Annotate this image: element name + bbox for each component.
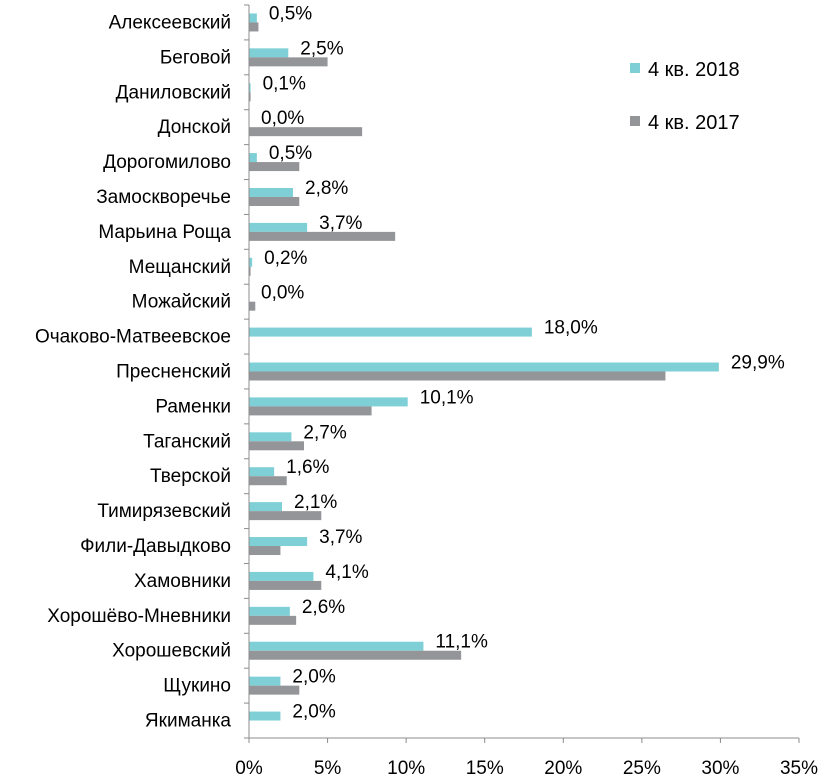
bar-2018 xyxy=(249,537,308,547)
bar-2018 xyxy=(249,606,290,616)
bar-2017 xyxy=(249,231,396,241)
bar-2017 xyxy=(249,266,251,276)
bar-2018 xyxy=(249,711,281,721)
data-label: 18,0% xyxy=(544,318,598,339)
legend-label: 4 кв. 2018 xyxy=(648,59,740,81)
data-label: 11,1% xyxy=(435,632,488,653)
x-tick-label: 0% xyxy=(235,758,263,779)
category-label: Алексеевский xyxy=(109,12,231,33)
category-label: Хорошевский xyxy=(112,641,231,662)
category-label: Пресненский xyxy=(116,362,231,383)
bar-2018 xyxy=(249,13,257,23)
bar-2018 xyxy=(249,222,308,232)
x-tick-label: 15% xyxy=(466,758,504,779)
data-label: 4,1% xyxy=(325,562,368,583)
category-label: Фили-Давыдково xyxy=(80,536,231,557)
bar-2018 xyxy=(249,502,282,512)
bar-2017 xyxy=(249,162,300,172)
bar-2017 xyxy=(249,685,300,695)
data-label: 0,0% xyxy=(261,108,304,129)
bar-2018 xyxy=(249,641,424,651)
legend-swatch xyxy=(630,116,640,126)
data-label: 2,6% xyxy=(302,597,345,618)
x-tick-label: 5% xyxy=(314,758,342,779)
data-label: 3,7% xyxy=(319,527,362,548)
x-tick-label: 10% xyxy=(387,758,425,779)
bar-2018 xyxy=(249,153,257,163)
data-label: 10,1% xyxy=(420,387,474,408)
data-label: 3,7% xyxy=(319,213,362,234)
bar-2018 xyxy=(249,467,275,477)
bar-2017 xyxy=(249,22,259,32)
data-label: 2,1% xyxy=(294,492,337,513)
bar-2018 xyxy=(249,397,408,407)
bar-2017 xyxy=(249,511,322,521)
category-label: Хорошёво-Мневники xyxy=(47,606,231,627)
category-label: Таганский xyxy=(143,431,231,452)
category-label: Даниловский xyxy=(116,82,231,103)
x-tick-label: 20% xyxy=(544,758,582,779)
bar-2017 xyxy=(249,650,462,660)
data-label: 1,6% xyxy=(286,457,329,478)
bar-2017 xyxy=(249,57,328,67)
legend-label: 4 кв. 2017 xyxy=(648,112,740,134)
data-label: 0,2% xyxy=(264,248,307,269)
bar-2017 xyxy=(249,441,304,451)
bar-2017 xyxy=(249,301,256,311)
bar-2017 xyxy=(249,580,322,590)
bar-2017 xyxy=(249,371,666,381)
category-label: Тимирязевский xyxy=(97,501,231,522)
data-label: 2,5% xyxy=(300,38,343,59)
category-label: Мещанский xyxy=(129,257,231,278)
bar-2018 xyxy=(249,83,251,93)
category-label: Беговой xyxy=(160,47,231,68)
bar-2017 xyxy=(249,476,287,486)
x-tick-label: 25% xyxy=(623,758,661,779)
bar-2018 xyxy=(249,187,293,197)
data-label: 2,0% xyxy=(292,667,335,688)
data-label: 2,0% xyxy=(292,702,335,723)
bar-2017 xyxy=(249,196,300,206)
bar-2018 xyxy=(249,327,532,337)
category-label: Тверской xyxy=(150,466,231,487)
data-label: 2,7% xyxy=(303,422,346,443)
category-label: Донской xyxy=(158,117,231,138)
x-tick-label: 35% xyxy=(780,758,818,779)
x-tick-label: 30% xyxy=(701,758,739,779)
data-label: 0,0% xyxy=(261,283,304,304)
bar-2018 xyxy=(249,571,314,581)
bar-2017 xyxy=(249,92,251,102)
category-label: Щукино xyxy=(163,676,231,697)
legend-swatch xyxy=(630,63,640,73)
data-label: 29,9% xyxy=(731,353,785,374)
bar-2017 xyxy=(249,127,363,137)
bar-2018 xyxy=(249,676,281,686)
category-label: Замоскворечье xyxy=(96,187,231,208)
category-label: Раменки xyxy=(155,396,231,417)
bar-2018 xyxy=(249,257,253,267)
category-label: Очаково-Матвеевское xyxy=(35,327,231,348)
data-label: 0,5% xyxy=(269,143,312,164)
category-label: Марьина Роща xyxy=(98,222,231,243)
category-label: Хамовники xyxy=(134,571,231,592)
data-label: 0,1% xyxy=(263,73,306,94)
category-label: Якиманка xyxy=(145,711,231,732)
data-label: 2,8% xyxy=(305,178,348,199)
bar-2017 xyxy=(249,406,372,416)
bar-2018 xyxy=(249,48,289,58)
bar-2017 xyxy=(249,615,297,625)
bar-2018 xyxy=(249,432,292,442)
bar-2017 xyxy=(249,546,281,556)
category-label: Дорогомилово xyxy=(103,152,231,173)
data-label: 0,5% xyxy=(269,3,312,24)
bar-2018 xyxy=(249,362,719,372)
category-label: Можайский xyxy=(132,292,231,313)
